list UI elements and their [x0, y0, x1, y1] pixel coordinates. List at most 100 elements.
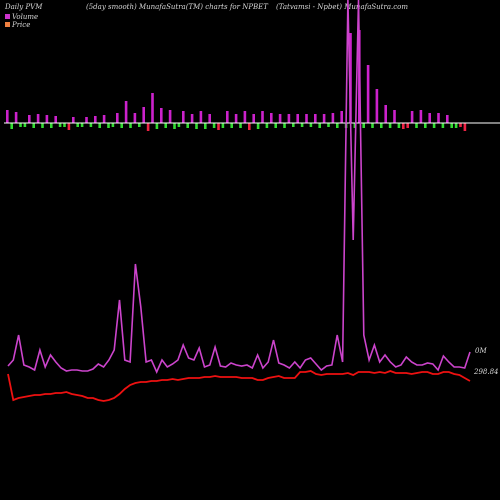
volume-bar	[256, 123, 260, 129]
volume-bar	[454, 123, 458, 128]
volume-bar	[107, 123, 110, 128]
volume-bar	[441, 123, 445, 128]
volume-bar	[283, 123, 286, 128]
volume-bar	[402, 123, 405, 129]
volume-bar	[102, 115, 106, 123]
volume-bar	[459, 123, 462, 127]
volume-bar	[116, 113, 119, 123]
volume-bar	[111, 123, 115, 127]
price-line-series	[7, 370, 471, 402]
volume-bar	[353, 123, 357, 128]
volume-bar	[67, 123, 71, 130]
volume-bar	[278, 114, 282, 123]
volume-bar	[142, 107, 145, 123]
volume-bar	[380, 123, 383, 128]
volume-bar	[177, 123, 181, 127]
volume-bar	[63, 123, 66, 127]
legend-volume-label: Volume	[12, 13, 38, 21]
volume-bar	[76, 123, 79, 127]
volume-bar	[393, 110, 396, 123]
volume-bar	[204, 123, 207, 129]
volume-bar	[151, 93, 154, 123]
volume-bar	[72, 117, 75, 123]
volume-bar	[120, 123, 123, 128]
volume-bar	[349, 33, 352, 123]
volume-bar	[410, 111, 414, 123]
volume-bar	[243, 111, 247, 123]
volume-bar	[437, 113, 440, 123]
volume-bar	[292, 123, 295, 127]
volume-bar	[274, 123, 277, 128]
volume-bar	[226, 111, 229, 123]
volume-bar	[190, 114, 194, 123]
volume-bar	[217, 123, 220, 130]
volume-bar	[327, 123, 330, 127]
volume-bar	[261, 111, 264, 123]
volume-bar	[182, 111, 185, 123]
legend-price-swatch	[5, 22, 10, 27]
volume-bar	[415, 123, 418, 128]
chart-label-left: Daily PVM	[4, 3, 43, 11]
legend-price-label: Price	[11, 21, 30, 29]
volume-value-label: 0M	[475, 347, 487, 355]
volume-bar	[252, 114, 255, 123]
volume-bar	[58, 123, 62, 127]
volume-bar	[173, 123, 176, 129]
volume-bars	[6, 30, 467, 131]
volume-bar	[36, 114, 40, 123]
volume-bar	[362, 123, 365, 128]
volume-bar	[375, 89, 379, 123]
volume-bar	[296, 114, 299, 123]
volume-bar	[23, 123, 27, 127]
volume-bar	[388, 123, 392, 128]
volume-bar	[85, 117, 88, 123]
volume-bar	[309, 123, 313, 127]
price-value-label: 298.84	[473, 368, 499, 376]
volume-bar	[305, 114, 308, 123]
volume-bar	[129, 123, 132, 128]
volume-bar	[98, 123, 101, 128]
volume-bar	[32, 123, 35, 128]
volume-bar	[406, 123, 409, 128]
chart-title: (5day smooth) MunafaSutra(TM) charts for…	[86, 3, 269, 11]
volume-bar	[28, 115, 31, 123]
volume-line-series	[7, 0, 471, 374]
volume-bar	[10, 123, 13, 129]
volume-bar	[428, 113, 431, 123]
volume-bar	[199, 111, 203, 123]
volume-bar	[160, 108, 163, 123]
volume-bar	[384, 105, 387, 123]
volume-bar	[124, 101, 128, 123]
volume-bar	[248, 123, 251, 130]
volume-bar	[208, 114, 211, 123]
volume-bar	[168, 110, 172, 123]
volume-bar	[366, 65, 370, 123]
volume-bar	[89, 123, 93, 127]
volume-bar	[265, 123, 269, 128]
volume-bar	[336, 123, 339, 128]
volume-bar	[450, 123, 453, 128]
volume-bar	[371, 123, 374, 128]
volume-bar	[41, 123, 44, 128]
volume-bar	[94, 116, 97, 123]
volume-bar	[234, 114, 238, 123]
volume-bar	[133, 113, 137, 123]
volume-bar	[164, 123, 167, 128]
volume-bar	[146, 123, 150, 131]
volume-bar	[314, 114, 317, 123]
volume-bar	[463, 123, 467, 131]
volume-bar	[287, 114, 291, 123]
volume-bar	[432, 123, 436, 128]
volume-bar	[14, 112, 18, 123]
volume-bar	[80, 123, 84, 127]
volume-bar	[340, 111, 343, 123]
volume-bar	[331, 113, 335, 123]
volume-bar	[270, 113, 273, 123]
legend-volume-swatch	[5, 14, 10, 19]
volume-bar	[239, 123, 242, 128]
volume-bar	[318, 123, 321, 128]
volume-bar	[186, 123, 189, 128]
volume-bar	[54, 116, 57, 123]
volume-bar	[230, 123, 233, 128]
volume-bar	[397, 123, 401, 128]
